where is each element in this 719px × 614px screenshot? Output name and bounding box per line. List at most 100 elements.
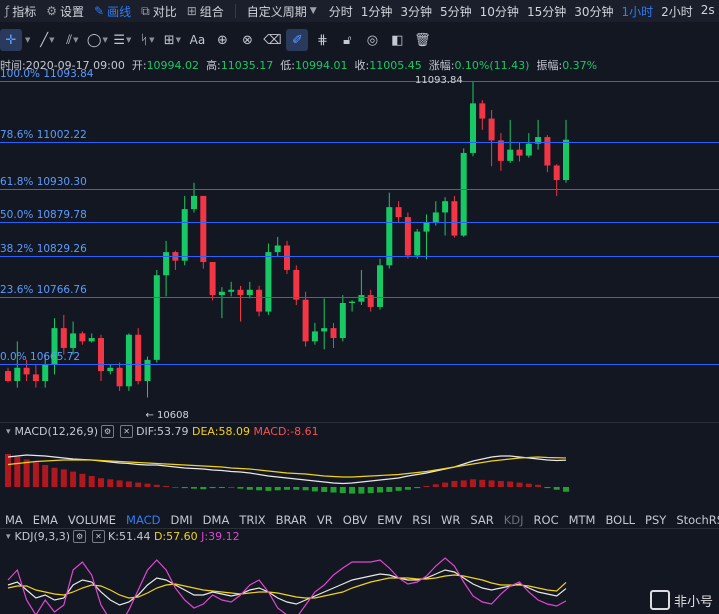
candle-body: [107, 367, 114, 372]
settings-icon[interactable]: ⚙: [73, 530, 87, 543]
candle-body: [23, 367, 30, 375]
indicator-tab[interactable]: EMA: [32, 513, 58, 527]
period-option[interactable]: 2s: [700, 2, 715, 17]
chevron-down-icon[interactable]: ▾: [6, 531, 11, 542]
macd-value: -8.61: [290, 425, 319, 438]
fib-level-line[interactable]: [0, 81, 719, 82]
close-icon[interactable]: ✕: [92, 530, 106, 543]
macd-histogram-bar: [563, 487, 569, 492]
period-option[interactable]: 分时: [328, 4, 353, 19]
ellipse-tool[interactable]: ◯ ▼: [86, 32, 108, 48]
draw-button[interactable]: ✎ 画线: [94, 4, 132, 19]
indicator-tab[interactable]: DMI: [170, 513, 193, 527]
settings-icon[interactable]: ⚙: [101, 425, 115, 438]
fib-level-label: 23.6% 10766.76: [0, 284, 87, 296]
candle-body: [488, 118, 495, 141]
brush-tool[interactable]: ✐: [286, 29, 309, 51]
indicator-tab[interactable]: MACD: [126, 513, 161, 527]
crosshair-tool[interactable]: ✛: [0, 29, 22, 51]
candle-body: [553, 165, 560, 181]
indicator-tab[interactable]: StochRSI: [676, 513, 719, 527]
candle-body: [228, 289, 235, 292]
price-tag-tool[interactable]: ⊕: [211, 29, 233, 51]
candle-body: [51, 328, 58, 365]
chevron-down-icon[interactable]: ▼: [25, 36, 31, 44]
period-option[interactable]: 2小时: [661, 4, 693, 19]
parallel-channel-tool[interactable]: ⫽ ▼: [66, 32, 79, 48]
indicator-tab[interactable]: MA: [5, 513, 23, 527]
trend-line-tool[interactable]: ╱ ▼: [40, 32, 55, 48]
indicator-tab[interactable]: DMA: [202, 513, 230, 527]
fib-level-line[interactable]: [0, 256, 719, 257]
brush-icon: ✐: [291, 32, 303, 48]
indicator-tab[interactable]: SAR: [470, 513, 494, 527]
indicator-tab[interactable]: RSI: [412, 513, 431, 527]
period-option[interactable]: 5分钟: [440, 4, 472, 19]
fib-level-line[interactable]: [0, 364, 719, 365]
grid-tool[interactable]: ⋕: [311, 29, 333, 51]
period-option[interactable]: 1小时: [621, 4, 654, 19]
caret-down-icon: ▼: [309, 6, 317, 16]
indicators-button[interactable]: ƒ 指标: [5, 4, 37, 19]
custom-period-dropdown[interactable]: 自定义周期 ▼: [246, 4, 317, 19]
candle-body: [181, 209, 188, 261]
eye-tool[interactable]: ◎: [361, 29, 383, 51]
fib-lines-tool[interactable]: ☰ ▼: [113, 32, 132, 48]
macd-histogram-bar: [209, 487, 216, 489]
indicator-tab[interactable]: TRIX: [239, 513, 266, 527]
high-price-marker: 11093.84: [415, 75, 463, 86]
layers-tool[interactable]: ◧: [386, 29, 408, 51]
trash-tool[interactable]: 🗑︎: [411, 29, 433, 51]
candle-body: [339, 303, 346, 339]
macd-histogram-bar: [200, 487, 207, 490]
channel-icon: ⫽: [66, 32, 73, 48]
candle-body: [377, 265, 383, 307]
macd-histogram-bar: [358, 487, 365, 494]
period-option[interactable]: 1分钟: [360, 4, 393, 19]
indicator-tab[interactable]: EMV: [377, 513, 403, 527]
compare-icon: ⧉: [141, 3, 150, 18]
period-option[interactable]: 10分钟: [479, 4, 519, 19]
macd-histogram-bar: [265, 487, 272, 491]
magnet-tool[interactable]: ⊗: [236, 29, 258, 51]
lock-tool[interactable]: 🔓︎: [336, 29, 358, 51]
fib-level-label: 50.0% 10879.78: [0, 209, 87, 221]
text-tool[interactable]: Aa: [186, 29, 208, 51]
macd-histogram-bar: [367, 487, 374, 494]
drawing-toolbar: ✛ ▼ ╱ ▼ ⫽ ▼ ◯ ▼ ☰ ▼ ᛋ ▼ ⊞ ▼ Aa ⊕ ⊗ ⌫ ✐ ⋕ 🔓︎ ◎ …: [0, 28, 719, 52]
indicator-tab[interactable]: WR: [440, 513, 461, 527]
macd-histogram-bar: [339, 487, 346, 494]
indicator-tab[interactable]: PSY: [645, 513, 667, 527]
top-toolbar: ƒ 指标 ⚙ 设置 ✎ 画线 ⧉ 对比 ⊞ 组合 自定义周期 ▼ 分时 1分钟 3分钟 5分钟 10…: [0, 0, 719, 22]
close-icon[interactable]: ✕: [120, 425, 134, 438]
period-option[interactable]: 30分钟: [574, 4, 614, 19]
compare-button[interactable]: ⧉ 对比: [141, 3, 177, 19]
fib-level-line[interactable]: [0, 222, 719, 223]
macd-histogram-bar: [377, 487, 383, 493]
macd-histogram-bar: [246, 487, 253, 490]
indicator-tab[interactable]: VR: [316, 513, 333, 527]
indicator-tab[interactable]: ROC: [533, 513, 559, 527]
measure-tool[interactable]: ⊞ ▼: [163, 32, 182, 48]
candle-body: [209, 262, 216, 296]
indicator-tab[interactable]: VOLUME: [67, 513, 117, 527]
macd-histogram-bar: [488, 480, 495, 487]
wave-tool[interactable]: ᛋ ▼: [140, 32, 155, 48]
macd-histogram-bar: [470, 479, 476, 487]
chevron-down-icon[interactable]: ▾: [6, 426, 11, 437]
indicator-tab[interactable]: BOLL: [605, 513, 636, 527]
fib-level-line[interactable]: [0, 189, 719, 190]
indicator-tab[interactable]: KDJ: [503, 513, 524, 527]
indicator-tab[interactable]: MTM: [568, 513, 596, 527]
period-option[interactable]: 3分钟: [400, 4, 433, 19]
indicator-tab[interactable]: BRAR: [275, 513, 307, 527]
settings-button[interactable]: ⚙ 设置: [46, 4, 85, 19]
period-option[interactable]: 15分钟: [526, 4, 567, 19]
combine-button[interactable]: ⊞ 组合: [186, 4, 224, 19]
fib-level-line[interactable]: [0, 297, 719, 298]
fib-level-line[interactable]: [0, 142, 719, 143]
indicator-tab[interactable]: OBV: [342, 513, 368, 527]
macd-histogram-bar: [153, 484, 160, 487]
eraser-tool[interactable]: ⌫: [261, 29, 283, 51]
